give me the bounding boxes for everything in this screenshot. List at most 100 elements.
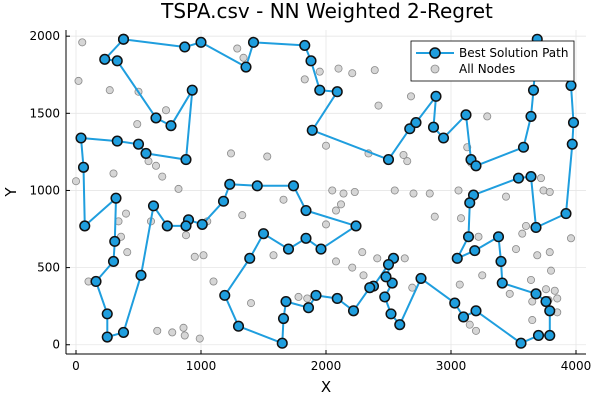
node-point — [209, 277, 218, 286]
path-point — [530, 288, 542, 300]
path-point — [77, 161, 90, 173]
node-point — [199, 251, 208, 260]
node-point — [373, 254, 382, 263]
node-point — [122, 209, 131, 218]
axes — [65, 30, 586, 355]
node-point — [158, 172, 167, 181]
node-point — [78, 38, 87, 47]
path-point — [300, 232, 312, 244]
node-point — [123, 248, 132, 257]
path-point — [379, 291, 391, 303]
path-point — [449, 297, 461, 309]
node-point — [455, 280, 464, 289]
path-point — [394, 319, 406, 331]
node-point — [151, 161, 160, 170]
path-point — [161, 220, 173, 232]
node-point — [390, 186, 399, 195]
path-point — [460, 109, 472, 121]
node-point — [483, 112, 492, 121]
path-point — [430, 90, 442, 102]
node-point — [545, 248, 554, 257]
path-point — [165, 120, 177, 132]
path-point — [380, 271, 392, 283]
path-point — [135, 269, 147, 281]
node-point — [133, 120, 142, 129]
legend-path-label: Best Solution Path — [459, 46, 568, 60]
node-point — [321, 141, 330, 150]
path-point — [110, 192, 122, 204]
node-point — [315, 67, 324, 76]
node-point — [328, 186, 337, 195]
node-point — [246, 299, 255, 308]
node-point — [321, 220, 330, 229]
node-point — [334, 64, 343, 73]
path-point — [451, 252, 463, 264]
path-point — [132, 138, 145, 150]
path-point — [101, 331, 113, 343]
path-point — [469, 245, 481, 257]
path-point — [195, 36, 207, 48]
node-point — [263, 152, 272, 161]
node-point — [465, 320, 474, 329]
path-point — [109, 235, 121, 247]
legend-nodes-marker — [430, 64, 440, 74]
tick-labels: 0 1000 2000 3000 4000 0 500 1000 1500 2000 — [29, 29, 591, 373]
node-point — [226, 149, 235, 158]
path-point — [530, 221, 542, 234]
path-point — [99, 53, 111, 65]
path-point — [179, 41, 191, 53]
path-point — [310, 289, 322, 301]
node-point — [74, 76, 83, 85]
node-point — [358, 248, 367, 257]
path-point — [515, 337, 527, 349]
node-point — [518, 229, 527, 238]
x-tick-label: 0 — [72, 359, 80, 373]
path-point — [496, 277, 508, 289]
best-solution-path-series — [75, 33, 580, 349]
path-point — [302, 302, 315, 314]
legend-path-marker — [429, 47, 441, 59]
path-point — [364, 282, 376, 294]
node-point — [180, 331, 189, 340]
node-point — [403, 157, 412, 166]
path-point — [544, 305, 556, 317]
chart-title: TSPA.csv - NN Weighted 2-Regret — [160, 0, 493, 23]
node-point — [109, 169, 118, 178]
node-point — [545, 187, 554, 196]
path-point — [257, 228, 270, 240]
node-point — [238, 211, 247, 220]
path-point — [217, 195, 230, 207]
path-point — [540, 295, 552, 308]
node-point — [399, 150, 408, 159]
path-point — [111, 135, 123, 147]
path-point — [315, 243, 327, 255]
path-point — [300, 204, 312, 217]
path-point — [525, 171, 537, 183]
path-point — [280, 295, 292, 308]
y-axis-label: Y — [2, 187, 20, 198]
y-tick-label: 1500 — [29, 106, 60, 120]
path-point — [282, 243, 295, 255]
node-point — [528, 316, 537, 325]
path-point — [287, 180, 300, 192]
path-point — [247, 36, 260, 48]
y-tick-label: 500 — [37, 261, 60, 275]
y-tick-label: 0 — [52, 338, 60, 352]
node-point — [72, 177, 81, 186]
node-point — [512, 245, 521, 254]
node-point — [542, 285, 551, 294]
y-tick-label: 2000 — [29, 29, 60, 43]
node-point — [179, 323, 188, 332]
path-point — [186, 84, 198, 96]
path-point — [107, 255, 120, 267]
node-point — [303, 294, 312, 303]
path-point — [517, 141, 530, 153]
path-point — [470, 160, 482, 172]
node-point — [174, 184, 183, 193]
node-point — [501, 192, 510, 201]
path-point — [111, 55, 123, 67]
path-point — [525, 110, 537, 122]
node-point — [300, 75, 309, 84]
path-point — [276, 337, 288, 349]
